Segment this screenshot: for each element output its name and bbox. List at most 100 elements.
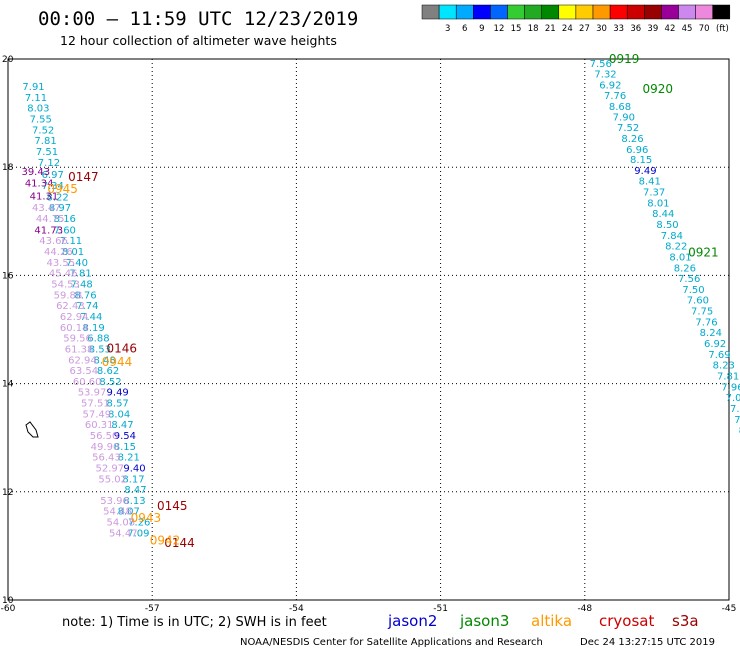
colorbar-swatch [473,4,491,20]
wave-height-label: 8.47 [124,485,146,496]
colorbar-swatch [661,4,679,20]
wave-height-label: 7.60 [687,296,709,307]
wave-height-label: 45.46 [49,269,78,280]
colorbar-swatch [695,4,713,20]
wave-height-label: 56.50 [90,431,119,442]
wave-height-label: 8.01 [669,252,691,263]
wave-height-label: 7.74 [76,301,98,312]
colorbar-unit: (ft) [716,24,729,34]
colorbar-label: 33 [613,24,624,34]
colorbar-label: 24 [562,24,573,34]
plot-frame [7,58,730,601]
wave-height-label: 49.90 [91,442,120,453]
pass-time-label: 0919 [609,52,640,66]
wave-height-label: 60.31 [85,420,114,431]
wave-height-label: 7.81 [70,269,92,280]
wave-height-label: 8.68 [609,102,631,113]
colorbar-label: 39 [647,24,658,34]
satellite-legend-cryosat: cryosat [599,612,654,630]
wave-height-label: 7.51 [36,147,58,158]
colorbar-swatch [712,4,731,20]
colorbar-swatch [592,4,611,20]
island-outline [25,421,39,438]
wave-height-label: 44.26 [44,247,73,258]
colorbar-label: 18 [528,24,539,34]
wave-height-label: 60.60 [73,377,102,388]
colorbar-swatch [558,4,577,20]
colorbar-label: 6 [462,24,467,34]
wave-height-points: 7.567.326.927.768.687.907.528.266.968.15… [21,59,740,540]
wave-height-label: 8.97 [49,203,71,214]
wave-height-label: 43.47 [32,203,61,214]
wave-height-label: 7.96 [721,382,740,393]
colorbar-swatch [609,4,628,20]
colorbar-label: 27 [579,24,590,34]
pass-time-label: 0920 [642,82,673,96]
wave-height-label: 8.01 [647,198,669,209]
wave-height-label: 7.56 [678,274,700,285]
pass-time-label: 0145 [157,499,188,513]
footer-credit: NOAA/NESDIS Center for Satellite Applica… [240,637,543,648]
wave-height-label: 8.21 [118,453,140,464]
wave-height-label: 8.41 [639,177,661,188]
pass-time-label: 0944 [102,355,133,369]
wave-height-label: 8 [739,426,740,437]
wave-height-label: 7.09 [127,528,149,539]
colorbar-swatch [421,4,440,20]
colorbar-swatch [626,4,645,20]
wave-height-label: 7.76 [604,91,626,102]
wave-height-label: 53.96 [100,496,129,507]
wave-height-label: 7.56 [590,59,612,70]
colorbar-label: 42 [665,24,676,34]
wave-height-label: 8.19 [83,323,105,334]
wave-height-label: 9.49 [107,388,129,399]
colorbar-label: 3 [445,24,450,34]
wave-height-label: 41.31 [30,191,59,202]
wave-height-label: 8.22 [46,192,68,203]
wave-height-label: 62.94 [68,355,97,366]
colorbar-label: 9 [479,24,484,34]
wave-height-label: 54.53 [51,280,80,291]
wave-height-label: 7.50 [682,285,704,296]
wave-height-label: 7.81 [34,136,56,147]
wave-height-label: 44.75 [36,214,65,225]
wave-height-label: 7.40 [66,258,88,269]
pass-time-label: 0921 [688,246,719,260]
colorbar-label: 15 [511,24,522,34]
wave-height-label: 7.11 [25,93,47,104]
wave-height-label: 7.12 [38,158,60,169]
wave-height-label: 63.54 [70,366,99,377]
satellite-legend-s3a: s3a [672,612,699,630]
x-tick-label: -48 [577,604,592,614]
y-tick-label: 18 [2,163,14,173]
y-tick-label: 12 [2,488,13,498]
y-tick-label: 10 [2,596,14,606]
wave-height-label: 7.32 [594,70,616,81]
wave-height-label: 62.43 [56,301,85,312]
wave-height-label: 53.97 [78,388,107,399]
wave-height-label: 6.88 [87,334,109,345]
wave-height-label: 52.97 [95,463,124,474]
wave-height-label: 61.38 [65,344,94,355]
wave-height-label: 8.57 [107,399,129,410]
wave-height-label: 8.48 [94,355,116,366]
wave-height-label: 8.24 [700,328,722,339]
wave-height-label: 8.26 [621,134,643,145]
wave-height-label: 54.48 [103,507,132,518]
wave-height-label: 7.75 [691,307,713,318]
wave-height-label: 7.76 [695,317,717,328]
colorbar-swatch [575,4,594,20]
y-tick-label: 20 [2,55,14,65]
plot-grid [8,59,729,600]
colorbar-label: 30 [596,24,607,34]
footer-timestamp: Dec 24 13:27:15 UTC 2019 [580,637,715,648]
colorbar-label: 70 [699,24,710,34]
wave-height-label: 8.16 [54,214,76,225]
wave-height-label: 7.01 [726,393,740,404]
wave-height-label: 7.11 [60,236,82,247]
chart-subtitle: 12 hour collection of altimeter wave hei… [60,33,337,48]
wave-height-label: 8.47 [111,420,133,431]
x-tick-label: -60 [1,604,16,614]
